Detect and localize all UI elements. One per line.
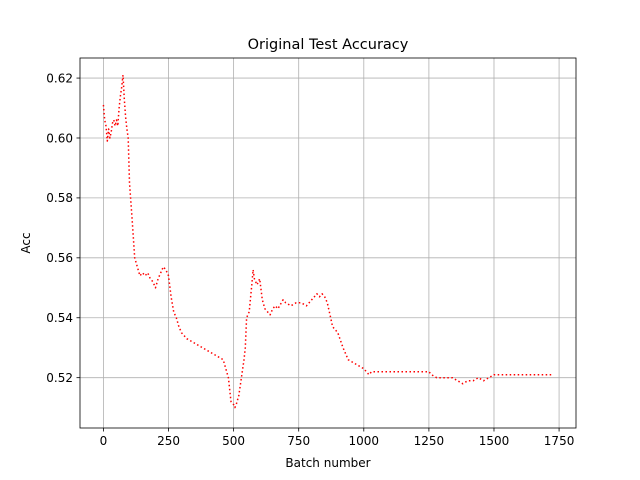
plot-background [80, 58, 576, 428]
y-tick-label: 0.60 [46, 131, 73, 145]
y-axis: 0.52 0.54 0.56 0.58 0.60 0.62 [46, 71, 80, 385]
plot-frame [79, 57, 577, 429]
chart-title: Original Test Accuracy [248, 37, 409, 53]
x-tick-label: 0 [100, 434, 108, 448]
x-tick-label: 1250 [414, 434, 445, 448]
x-tick-label: 250 [157, 434, 180, 448]
x-tick-label: 750 [287, 434, 310, 448]
x-axis-title: Batch number [285, 456, 370, 470]
x-axis: 0 250 500 750 1000 1250 1500 1750 [100, 428, 575, 448]
y-tick-label: 0.58 [46, 191, 73, 205]
x-tick-label: 1750 [544, 434, 575, 448]
x-tick-label: 500 [222, 434, 245, 448]
y-tick-label: 0.56 [46, 251, 73, 265]
y-tick-label: 0.54 [46, 311, 73, 325]
x-tick-label: 1000 [349, 434, 380, 448]
x-tick-label: 1500 [479, 434, 510, 448]
y-axis-title: Acc [19, 232, 33, 253]
y-tick-label: 0.62 [46, 71, 73, 85]
grid-lines [80, 58, 576, 428]
y-tick-label: 0.52 [46, 371, 73, 385]
